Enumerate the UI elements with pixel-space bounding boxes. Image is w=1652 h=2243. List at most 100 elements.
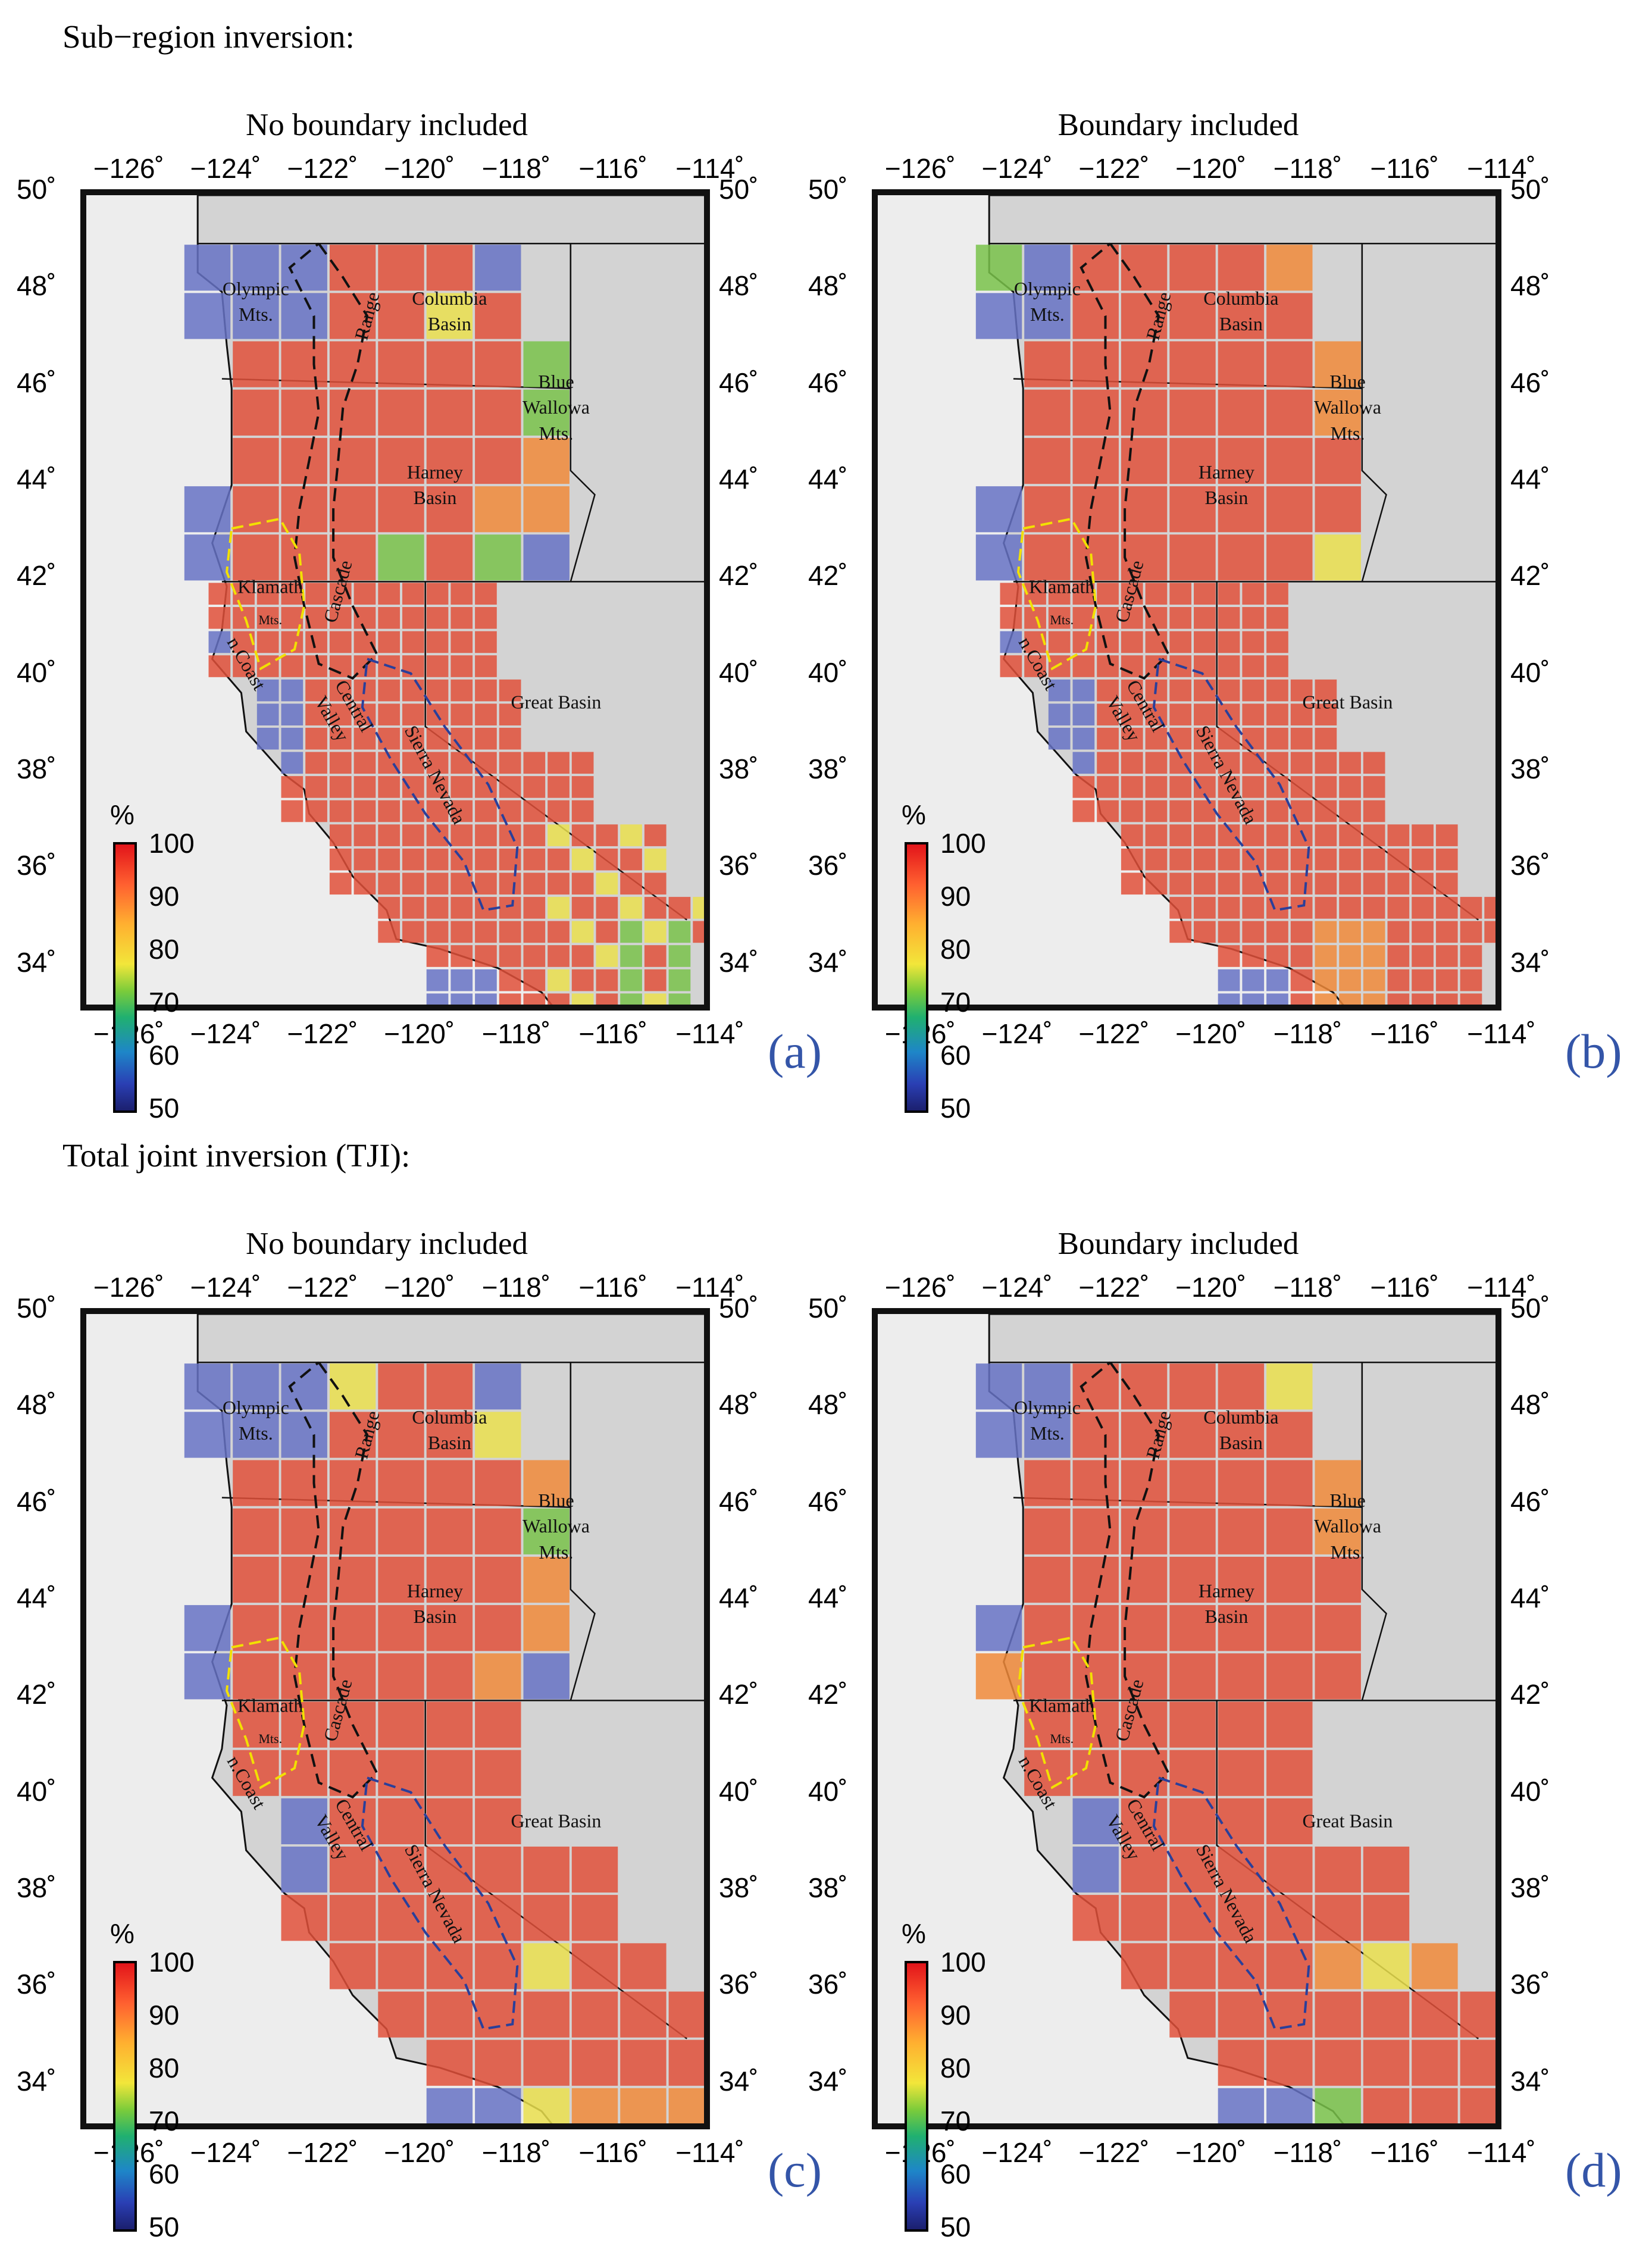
grid-cell (1169, 1460, 1216, 1506)
lon-tick-label: −122˚ (1078, 1018, 1150, 1049)
grid-cell (499, 679, 521, 702)
label-harney-basin: Harney Basin (1198, 461, 1255, 509)
grid-cell (426, 945, 449, 967)
grid-cell (1072, 389, 1119, 436)
grid-cell (547, 921, 570, 943)
grid-cell (1194, 848, 1216, 871)
grid-cell (1218, 1895, 1265, 1941)
grid-cell (499, 776, 521, 798)
label-olympic-mts: Olympic Mts. (1013, 277, 1081, 325)
grid-cell (547, 824, 570, 846)
lon-tick-label: −120˚ (384, 2137, 455, 2168)
colorbar-label: 70 (940, 987, 971, 1018)
lat-tick-label: 42˚ (808, 560, 848, 592)
grid-cell (1121, 1846, 1168, 1893)
grid-cell (571, 993, 594, 1005)
grid-cell (378, 631, 400, 653)
lon-tick-label: −122˚ (287, 1018, 358, 1049)
lat-tick-label: 38˚ (17, 1872, 57, 1904)
grid-cell (281, 800, 304, 822)
grid-cell (378, 1556, 424, 1603)
grid-cell (1169, 824, 1191, 846)
grid-cell (233, 534, 279, 581)
grid-cell (1169, 437, 1216, 484)
lon-tick-label: −118˚ (1273, 2137, 1343, 2168)
grid-cell (1024, 655, 1046, 677)
grid-cell (329, 1508, 376, 1554)
grid-cell (1242, 993, 1265, 1005)
grid-cell (426, 1750, 473, 1796)
grid-cell (1387, 872, 1410, 895)
map-panel-b: Boundary included−126˚−126˚−124˚−124˚−12… (791, 107, 1622, 1124)
grid-cell (1363, 2039, 1410, 2086)
grid-cell (1145, 631, 1168, 653)
grid-cell (353, 848, 376, 871)
grid-cell (1242, 679, 1265, 702)
grid-cell (1315, 2039, 1361, 2086)
grid-cell (1339, 800, 1361, 822)
grid-cell (1412, 993, 1434, 1005)
grid-cell (596, 945, 618, 967)
grid-cell (523, 945, 546, 967)
colorbar-unit: % (110, 1918, 134, 1949)
colorbar-label: 100 (940, 1947, 986, 1978)
grid-cell (571, 921, 594, 943)
grid-cell (1266, 1556, 1313, 1603)
grid-cell (1266, 727, 1288, 750)
grid-cell (426, 1846, 473, 1893)
grid-cell (620, 1943, 667, 1989)
grid-cell (1266, 921, 1288, 943)
lat-tick-label: 36˚ (17, 850, 57, 881)
grid-cell (329, 776, 352, 798)
grid-cell (256, 727, 279, 750)
grid-cell (1121, 848, 1143, 871)
grid-cell (426, 245, 473, 291)
grid-cell (1363, 872, 1385, 895)
grid-cell (1412, 872, 1434, 895)
grid-cell (378, 583, 400, 605)
grid-cell (1097, 776, 1119, 798)
grid-cell (475, 1991, 521, 2038)
grid-cell (620, 993, 642, 1005)
label-great-basin: Great Basin (511, 1810, 602, 1832)
grid-cell (1315, 1605, 1361, 1651)
lon-tick-label: −124˚ (981, 153, 1053, 184)
grid-cell (426, 2039, 473, 2086)
grid-cell (1169, 1750, 1216, 1796)
grid-cell (1266, 1943, 1313, 1989)
grid-cell (668, 897, 691, 919)
grid-cell (499, 993, 521, 1005)
grid-cell (378, 1798, 424, 1844)
grid-cell (571, 776, 594, 798)
lon-tick-label: −120˚ (384, 1018, 455, 1049)
lon-tick-label: −124˚ (190, 2137, 261, 2168)
grid-cell (1266, 1991, 1313, 2038)
grid-cell (475, 921, 497, 943)
grid-cell (1097, 703, 1119, 725)
grid-cell (402, 872, 424, 895)
grid-cell (523, 486, 570, 533)
grid-cell (233, 607, 255, 629)
label-great-basin: Great Basin (1302, 691, 1393, 713)
sierra-nevada-outline (1152, 658, 1310, 912)
grid-cell (475, 1653, 521, 1700)
grid-cell (523, 800, 546, 822)
grid-cell (1121, 1508, 1168, 1554)
label-klamath: Klamath (1029, 1694, 1095, 1716)
grid-cell (1412, 897, 1434, 919)
grid-cell (1363, 1895, 1410, 1941)
lat-tick-label: 50˚ (17, 1293, 57, 1324)
label-columbia-basin: Columbia Basin (1203, 1406, 1279, 1453)
lat-tick-label: 42˚ (1510, 1679, 1550, 1710)
lon-tick-label: −122˚ (287, 2137, 358, 2168)
panel-title: No boundary included (246, 108, 528, 142)
grid-cell (668, 2088, 704, 2123)
lat-tick-label: 50˚ (808, 174, 848, 205)
grid-cell (1218, 486, 1265, 533)
lat-tick-label: 46˚ (719, 367, 759, 398)
grid-cell (1194, 897, 1216, 919)
grid-cell (450, 679, 473, 702)
grid-cell (1000, 631, 1022, 653)
grid-cell (1218, 2088, 1265, 2123)
grid-cell (233, 1363, 279, 1410)
